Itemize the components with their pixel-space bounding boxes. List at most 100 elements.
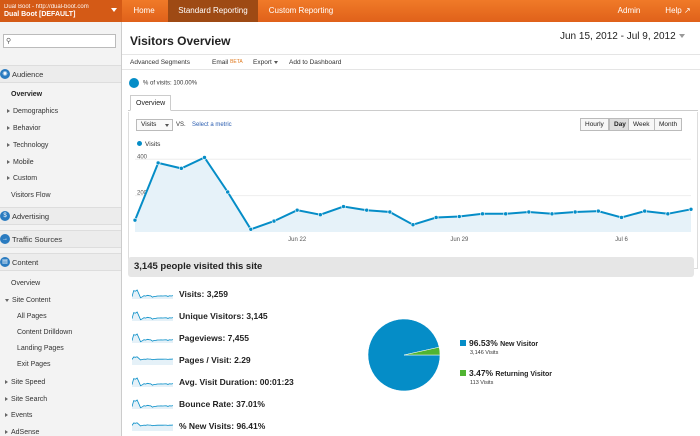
granularity-week[interactable]: Week: [628, 118, 655, 131]
sidebar-item-all-pages[interactable]: All Pages: [17, 313, 47, 320]
data-point[interactable]: [503, 211, 508, 217]
sidebar-item-content-drilldown[interactable]: Content Drilldown: [17, 329, 73, 336]
main-content: Visitors Overview Jun 15, 2012 - Jul 9, …: [122, 22, 700, 436]
sidebar-item-label: Events: [11, 412, 33, 419]
data-point[interactable]: [387, 209, 393, 215]
export-button[interactable]: Export: [253, 59, 278, 66]
data-point[interactable]: [549, 211, 555, 217]
nav-standard-reporting[interactable]: Standard Reporting: [168, 0, 258, 22]
sidebar-item-events[interactable]: Events: [5, 412, 32, 419]
nav-home[interactable]: Home: [133, 6, 155, 15]
data-point[interactable]: [294, 207, 300, 213]
email-label: Email: [212, 59, 229, 66]
sidebar-item-mobile[interactable]: Mobile: [7, 159, 34, 166]
tab-bar: Overview: [128, 95, 698, 111]
expand-arrow-icon: [5, 380, 8, 385]
sidebar-item-behavior[interactable]: Behavior: [7, 125, 41, 132]
data-point[interactable]: [665, 211, 671, 217]
y-tick-label: 200: [137, 191, 148, 197]
data-point[interactable]: [596, 208, 601, 214]
metric-sparkline: [132, 377, 174, 387]
sidebar-item-exit-pages[interactable]: Exit Pages: [17, 361, 51, 368]
page-title: Visitors Overview: [130, 34, 231, 48]
metric-label: % New Visits: 96.41%: [179, 421, 266, 431]
search-icon: ⚲: [6, 38, 12, 45]
data-point[interactable]: [132, 217, 138, 223]
metric-sparkline: [132, 399, 174, 409]
data-point[interactable]: [271, 218, 277, 224]
data-point[interactable]: [526, 209, 532, 215]
sidebar-section-label: Content: [12, 258, 39, 267]
expand-arrow-icon: [5, 397, 8, 402]
series-area: [135, 157, 691, 232]
granularity-hourly[interactable]: Hourly: [580, 118, 609, 131]
sidebar-item-label: Site Content: [12, 297, 51, 304]
traffic-sources-icon: →: [0, 234, 10, 244]
search-input[interactable]: ⚲: [3, 34, 116, 48]
nav-help[interactable]: Help ↗: [656, 0, 700, 22]
visits-line-chart: 400 200 Jun 22 Jun 29 Jul 6: [132, 154, 694, 243]
tab-overview[interactable]: Overview: [130, 95, 172, 111]
data-point[interactable]: [202, 155, 207, 160]
data-point[interactable]: [179, 166, 184, 171]
pie-legend-pct: 3.47%: [469, 368, 494, 378]
sidebar-section-label: Advertising: [12, 212, 50, 221]
data-point[interactable]: [410, 222, 416, 228]
report-toolbar: Advanced Segments Email BETA Export Add …: [122, 54, 700, 70]
expand-arrow-icon: [7, 109, 10, 114]
data-point[interactable]: [642, 208, 647, 214]
metric-selector[interactable]: Visits: [136, 119, 174, 131]
pie-slice-returning-visitor[interactable]: [403, 346, 441, 356]
data-point[interactable]: [619, 215, 624, 220]
nav-admin[interactable]: Admin: [617, 6, 641, 15]
nav-custom-reporting[interactable]: Custom Reporting: [268, 6, 334, 15]
sidebar-section-audience[interactable]: ◉ Audience: [0, 65, 121, 83]
sidebar-item-site-content[interactable]: Site Content: [5, 297, 51, 304]
data-point[interactable]: [364, 207, 369, 213]
sparkline-area: [132, 378, 173, 387]
data-point[interactable]: [457, 214, 462, 219]
expand-arrow-icon: [5, 430, 8, 435]
sidebar-section-traffic-sources[interactable]: → Traffic Sources: [0, 230, 121, 248]
sidebar-section-content[interactable]: ▤ Content: [0, 253, 121, 271]
granularity-month[interactable]: Month: [654, 118, 683, 131]
data-point[interactable]: [480, 211, 485, 217]
metric-sparkline: [132, 289, 174, 299]
sidebar-item-overview[interactable]: Overview: [11, 91, 43, 98]
sidebar-item-site-speed[interactable]: Site Speed: [5, 379, 45, 386]
advanced-segments-button[interactable]: Advanced Segments: [130, 59, 190, 66]
data-point[interactable]: [341, 204, 346, 209]
sidebar-item-site-search[interactable]: Site Search: [5, 396, 47, 403]
metric-label: Bounce Rate: 37.01%: [179, 399, 265, 409]
pie-legend-name: Returning Visitor: [495, 371, 552, 378]
account-selector[interactable]: Dual Boot - http://dual-boot.com Dual Bo…: [0, 0, 122, 22]
sidebar-item-custom[interactable]: Custom: [7, 175, 37, 182]
data-point[interactable]: [155, 160, 161, 166]
legend-swatch: [460, 340, 466, 346]
data-point[interactable]: [225, 189, 230, 195]
metric-sparkline: [132, 356, 174, 365]
chart-legend: Visits: [137, 141, 160, 148]
add-to-dashboard-button[interactable]: Add to Dashboard: [289, 59, 342, 66]
sparkline-line: [132, 422, 174, 427]
data-point[interactable]: [318, 212, 323, 218]
data-point[interactable]: [248, 226, 254, 232]
sidebar-section-advertising[interactable]: $ Advertising: [0, 207, 121, 225]
sidebar-item-adsense[interactable]: AdSense: [5, 429, 39, 436]
chevron-down-icon: [165, 124, 170, 127]
visitor-type-pie-chart: [367, 318, 441, 392]
sidebar-item-demographics[interactable]: Demographics: [7, 108, 58, 115]
data-point[interactable]: [688, 206, 694, 212]
sidebar-item-visitors-flow[interactable]: Visitors Flow: [11, 192, 51, 199]
expand-arrow-icon: [7, 160, 10, 165]
date-range-picker[interactable]: Jun 15, 2012 - Jul 9, 2012: [560, 31, 685, 42]
sidebar-item-landing-pages[interactable]: Landing Pages: [17, 345, 64, 352]
sparkline-area: [132, 290, 173, 299]
data-point[interactable]: [433, 215, 439, 220]
sidebar-item-technology[interactable]: Technology: [7, 142, 48, 149]
select-metric-link[interactable]: Select a metric: [192, 122, 232, 128]
x-tick-label: Jun 29: [450, 237, 469, 243]
sidebar-item-content-overview[interactable]: Overview: [11, 280, 41, 287]
email-button[interactable]: Email BETA: [212, 59, 243, 66]
data-point[interactable]: [572, 209, 578, 215]
